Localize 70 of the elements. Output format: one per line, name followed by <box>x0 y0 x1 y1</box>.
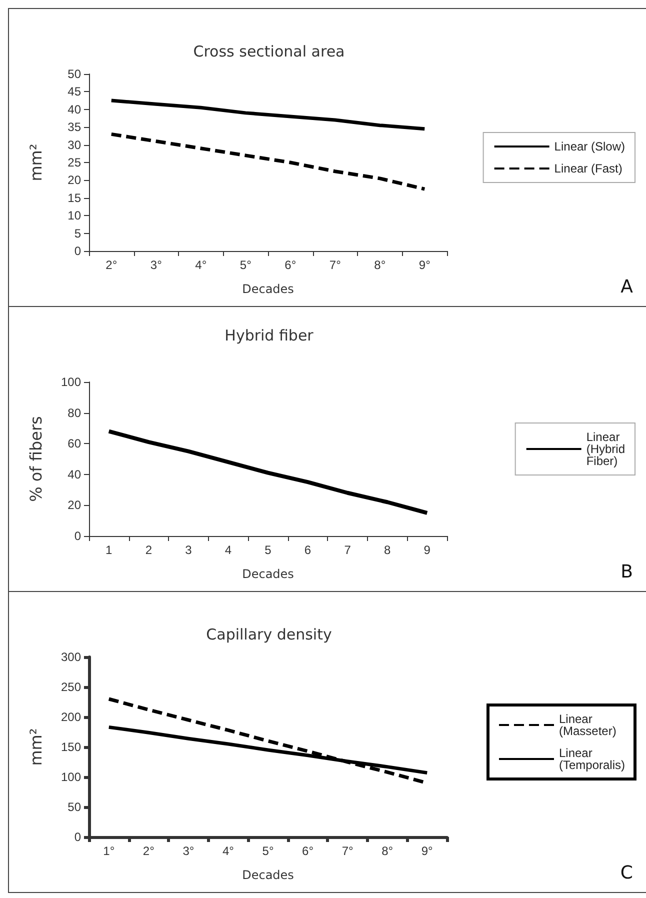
x-tick-label: 4° <box>222 844 234 858</box>
legend-label: Linear (Hybrid Fiber) <box>586 430 625 468</box>
x-tick-label: 2° <box>106 258 118 272</box>
line-series <box>106 429 430 515</box>
text: A <box>620 276 634 298</box>
x-tick-label: 9° <box>421 844 434 858</box>
x-tick-label: 9° <box>418 258 431 272</box>
y-tick-label: 20 <box>68 173 82 188</box>
y-tick-label: 250 <box>60 680 82 694</box>
y-tick-label: 20 <box>68 498 82 512</box>
y-tick-label: 150 <box>60 740 82 754</box>
x-tick-label: 1° <box>103 844 115 858</box>
y-tick-label: 300 <box>60 650 82 664</box>
legend-label: Linear (Fast) <box>554 162 622 176</box>
y-axis-title: % of fibers <box>26 416 46 502</box>
x-tick-label: 3° <box>182 844 194 858</box>
x-tick-label: 7 <box>344 543 352 557</box>
y-tick-label: 40 <box>68 102 82 116</box>
x-tick-label: 3 <box>185 543 192 557</box>
x-tick-label: 2 <box>145 543 152 557</box>
chart-title: Cross sectional area <box>193 42 345 60</box>
x-tick-label: 7° <box>342 844 354 858</box>
x-tick-label: 3° <box>150 258 162 272</box>
y-axis-title: mm² <box>26 728 46 766</box>
x-axis-title: Decades <box>242 567 294 581</box>
line-series <box>110 132 426 191</box>
y-tick-label: 50 <box>68 800 82 814</box>
x-axis-title: Decades <box>242 282 294 296</box>
y-tick-label: 60 <box>68 436 82 451</box>
x-tick-label: 5 <box>264 543 272 557</box>
x-tick-label: 5° <box>240 258 252 272</box>
chart-title: Hybrid fiber <box>224 326 314 344</box>
y-tick-label: 30 <box>68 138 82 152</box>
text: C <box>620 862 634 884</box>
y-tick-label: 200 <box>60 710 82 724</box>
y-tick-label: 100 <box>60 375 82 389</box>
x-tick-label: 2° <box>142 844 155 858</box>
x-tick-label: 4 <box>224 543 232 557</box>
x-tick-label: 5° <box>262 844 274 858</box>
x-tick-label: 8 <box>384 543 391 557</box>
x-tick-label: 7° <box>329 258 342 272</box>
x-tick-label: 1 <box>106 543 113 557</box>
y-tick-label: 0 <box>74 244 82 258</box>
legend-label: Linear (Slow) <box>554 140 626 154</box>
text: B <box>620 562 634 582</box>
x-axis-title: Decades <box>242 868 294 882</box>
y-tick-label: 10 <box>68 208 82 223</box>
x-tick-label: 6 <box>304 543 312 557</box>
x-tick-label: 8° <box>382 844 394 858</box>
y-tick-label: 0 <box>74 830 82 844</box>
x-tick-label: 4° <box>195 258 207 272</box>
y-tick-label: 0 <box>74 529 82 543</box>
y-tick-label: 25 <box>68 156 82 170</box>
legend-label: Linear (Temporalis) <box>558 746 626 772</box>
y-tick-label: 35 <box>68 120 82 134</box>
x-tick-label: 9 <box>424 543 431 557</box>
line-series <box>110 98 426 131</box>
y-tick-label: 50 <box>68 67 82 81</box>
y-tick-label: 45 <box>68 84 82 99</box>
y-tick-label: 5 <box>74 226 82 240</box>
x-tick-label: 6° <box>302 844 314 858</box>
y-tick-label: 100 <box>60 770 82 784</box>
chart-title: Capillary density <box>206 626 332 644</box>
y-axis-title: mm² <box>26 144 46 182</box>
x-tick-label: 6° <box>284 258 296 272</box>
y-tick-label: 15 <box>68 190 82 205</box>
x-tick-label: 8° <box>374 258 386 272</box>
legend-label: Linear (Masseter) <box>558 712 616 738</box>
y-tick-label: 40 <box>68 467 82 482</box>
y-tick-label: 80 <box>68 406 82 420</box>
